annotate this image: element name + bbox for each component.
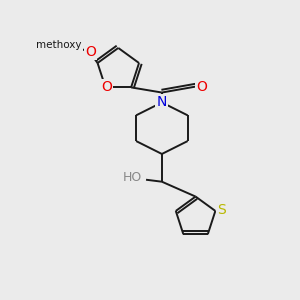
Text: S: S (217, 203, 226, 217)
Text: O: O (85, 45, 96, 59)
Text: O: O (196, 80, 207, 94)
Text: O: O (101, 80, 112, 94)
Text: N: N (157, 95, 167, 110)
Text: HO: HO (122, 171, 142, 184)
Text: methoxy: methoxy (68, 43, 74, 44)
Text: methoxy: methoxy (36, 40, 82, 50)
